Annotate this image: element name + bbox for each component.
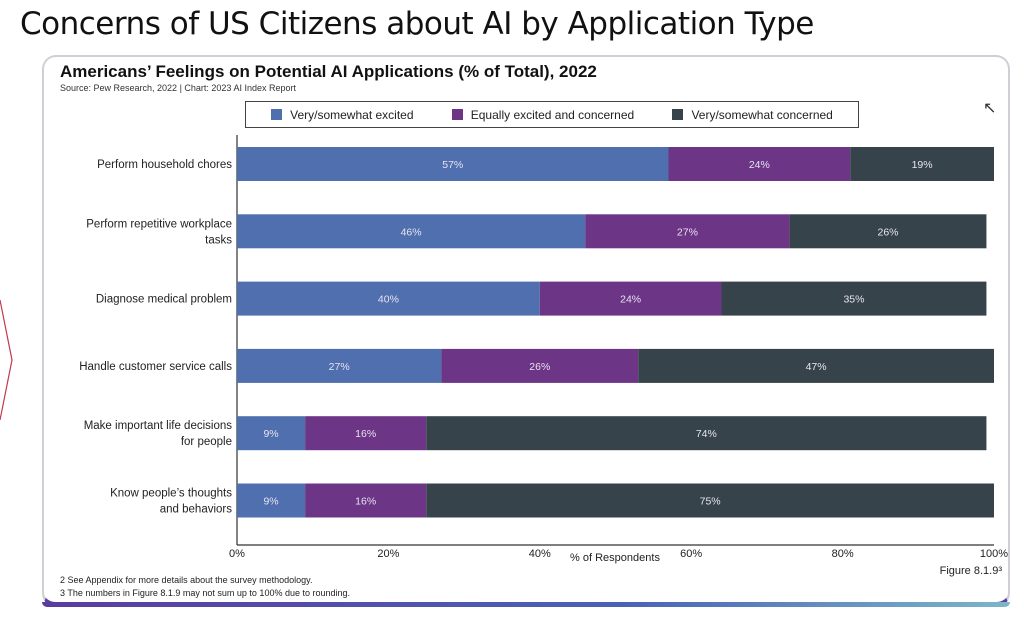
legend: Very/somewhat excited Equally excited an…	[245, 101, 859, 128]
bar-segment	[668, 147, 851, 181]
category-label: Perform repetitive workplace	[86, 218, 232, 230]
x-tick-label: 80%	[832, 548, 854, 560]
bar-segment	[305, 483, 427, 518]
data-label: 75%	[700, 496, 721, 508]
bar-segment	[721, 281, 987, 316]
bar-segment	[237, 214, 586, 249]
legend-swatch	[451, 109, 463, 120]
data-label: 57%	[442, 159, 463, 171]
legend-swatch	[271, 109, 283, 120]
bar-segment	[850, 147, 994, 181]
data-label: 35%	[843, 294, 864, 306]
chart-title: Americans’ Feelings on Potential AI Appl…	[60, 62, 597, 81]
legend-item-concerned: Very/somewhat concerned	[672, 107, 833, 122]
bar-segment	[237, 416, 306, 451]
bar-segment	[237, 281, 540, 316]
data-label: 27%	[677, 226, 698, 238]
category-label: tasks	[205, 234, 232, 246]
chart-source: Source: Pew Research, 2022 | Chart: 2023…	[60, 83, 296, 93]
x-tick-label: 20%	[377, 548, 399, 560]
bar-segment	[638, 348, 994, 383]
bar-segment	[237, 147, 669, 181]
data-label: 19%	[912, 159, 933, 171]
category-label: and behaviors	[160, 504, 232, 516]
chevron-decoration-icon	[0, 300, 13, 420]
x-tick-label: 60%	[680, 548, 702, 560]
bar-segment	[237, 348, 442, 383]
x-tick-label: 0%	[229, 548, 245, 560]
data-label: 9%	[263, 496, 278, 508]
data-label: 74%	[696, 428, 717, 440]
mouse-cursor-icon: ↖	[983, 100, 997, 117]
x-tick-label: 100%	[980, 548, 1008, 560]
slide-title: Concerns of US Citizens about AI by Appl…	[20, 6, 814, 42]
bar-segment	[426, 416, 987, 451]
data-label: 26%	[878, 226, 899, 238]
data-label: 40%	[378, 294, 399, 306]
data-label: 9%	[263, 428, 278, 440]
category-label: Make important life decisions	[84, 420, 233, 432]
bar-segment	[789, 214, 987, 249]
category-label: Diagnose medical problem	[96, 294, 232, 306]
legend-label: Very/somewhat excited	[290, 107, 414, 122]
category-label: Handle customer service calls	[79, 361, 232, 373]
x-tick-label: 40%	[529, 548, 551, 560]
data-label: 24%	[749, 159, 770, 171]
data-label: 26%	[529, 361, 550, 373]
footnote-3: 3 The numbers in Figure 8.1.9 may not su…	[60, 588, 351, 598]
legend-label: Equally excited and concerned	[470, 107, 635, 122]
bar-segment	[441, 348, 639, 383]
legend-item-equal: Equally excited and concerned	[451, 107, 635, 122]
bar-segment	[539, 281, 722, 316]
legend-label: Very/somewhat concerned	[691, 107, 833, 122]
data-label: 16%	[355, 428, 376, 440]
data-label: 16%	[355, 496, 376, 508]
bar-segment	[305, 416, 427, 451]
legend-item-excited: Very/somewhat excited	[271, 107, 414, 122]
data-label: 47%	[806, 361, 827, 373]
footnote-2: 2 See Appendix for more details about th…	[60, 575, 313, 585]
data-label: 46%	[401, 226, 422, 238]
data-label: 27%	[329, 361, 350, 373]
category-label: for people	[181, 436, 232, 448]
legend-swatch	[672, 109, 684, 120]
category-label: Perform household chores	[97, 159, 232, 171]
bar-segment	[585, 214, 790, 249]
figure-label: Figure 8.1.9³	[939, 565, 1002, 577]
bar-segment	[237, 483, 306, 518]
bar-segment	[426, 483, 994, 518]
category-label: Know people’s thoughts	[110, 488, 232, 500]
data-label: 24%	[620, 294, 641, 306]
x-axis-label: % of Respondents	[570, 552, 660, 564]
